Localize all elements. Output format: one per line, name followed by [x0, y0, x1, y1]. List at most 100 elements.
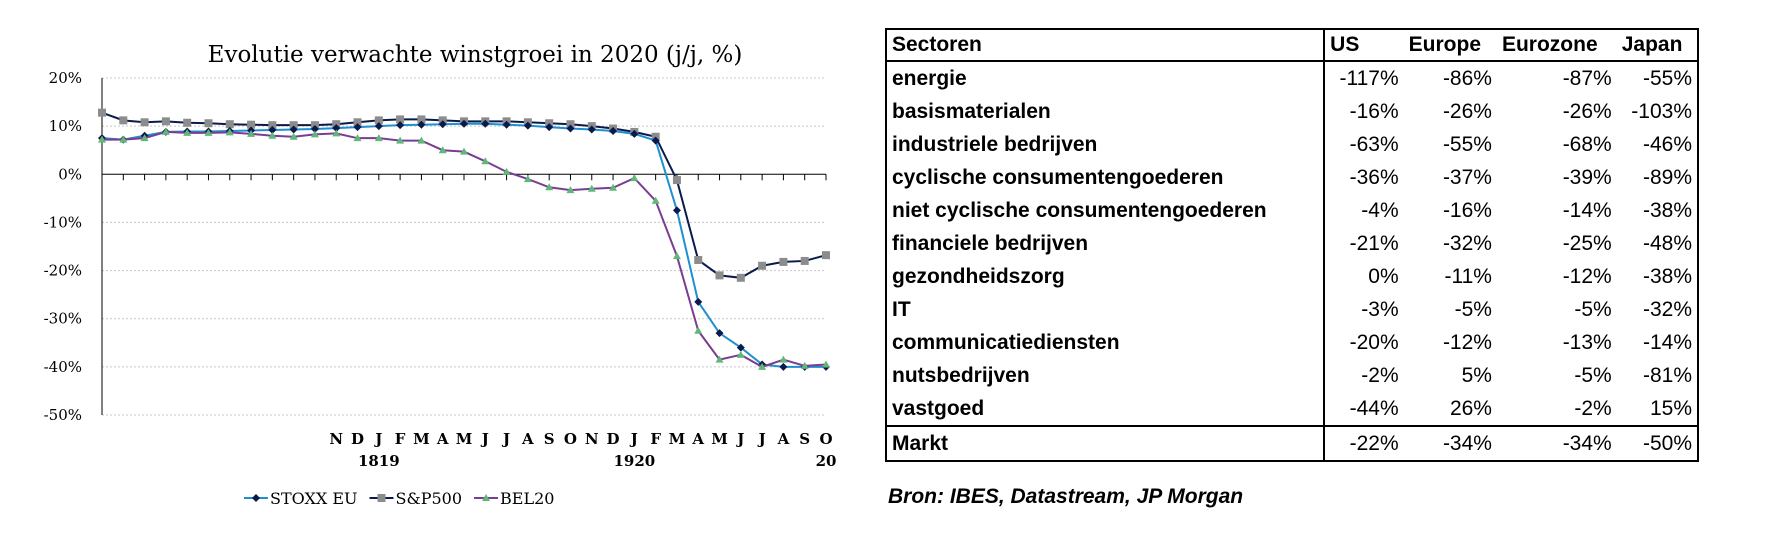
data-point — [374, 116, 383, 125]
data-point — [758, 362, 767, 370]
legend-entry: STOXX EU — [244, 489, 358, 508]
data-point — [502, 167, 511, 175]
data-point — [183, 118, 192, 127]
data-point — [822, 360, 830, 368]
value-us: -44% — [1349, 397, 1399, 420]
chart-title: Evolutie verwachte winstgroei in 2020 (j… — [208, 42, 743, 68]
data-point — [758, 261, 767, 270]
sector-name: financiele bedrijven — [886, 227, 1326, 260]
legend-marker — [377, 494, 386, 502]
value-eurozone: -25% — [1562, 232, 1612, 255]
x-month-label: M — [456, 430, 473, 448]
data-point — [140, 134, 149, 142]
value-japan: -103% — [1631, 100, 1692, 123]
value-japan: -38% — [1642, 199, 1692, 222]
legend-marker — [252, 494, 260, 502]
table-row: niet cyclische consumentengoederen -4% -16… — [886, 194, 1698, 227]
x-month-label: A — [691, 430, 704, 448]
value-japan: -38% — [1642, 265, 1692, 288]
value-us: -117% — [1339, 67, 1399, 90]
gridlines — [102, 77, 826, 416]
data-point — [502, 120, 511, 129]
data-point — [98, 108, 106, 117]
x-month-label: A — [521, 430, 534, 448]
data-point — [247, 120, 256, 129]
x-month-label: A — [436, 430, 449, 448]
x-year-label: 20 — [816, 452, 837, 470]
table-row: gezondheidszorg 0% -11% -12% -38% — [886, 260, 1698, 293]
y-tick-label: 0% — [58, 165, 82, 183]
x-month-label: O — [564, 430, 577, 448]
series-bel20 — [98, 127, 830, 370]
data-point — [161, 117, 170, 126]
value-europe: -26% — [1442, 100, 1492, 123]
data-point — [396, 121, 405, 130]
data-point — [417, 136, 426, 144]
data-point — [438, 146, 447, 154]
value-japan: -46% — [1642, 133, 1692, 156]
y-tick-label: -20% — [44, 262, 82, 280]
value-europe: -5% — [1454, 298, 1492, 321]
data-point — [715, 355, 724, 363]
value-us: -21% — [1349, 232, 1399, 255]
legend-entry: S&P500 — [369, 489, 463, 508]
x-month-label: A — [777, 430, 790, 448]
data-point — [630, 129, 639, 138]
value-japan: 15% — [1649, 397, 1692, 420]
data-point — [609, 183, 618, 191]
y-tick-label: -40% — [44, 358, 82, 376]
y-tick-label: -30% — [44, 310, 82, 328]
x-month-label: N — [585, 430, 599, 448]
value-us: -16% — [1349, 100, 1399, 123]
header-us: US — [1324, 29, 1404, 62]
series-line — [101, 111, 827, 279]
data-point — [460, 147, 468, 155]
table-total-row: Markt -22% -34% -34% -50% — [886, 425, 1698, 461]
legend: STOXX EU S&P500 BEL20 — [244, 489, 554, 508]
data-point — [545, 123, 554, 132]
x-month-label: J — [373, 430, 382, 448]
data-point — [332, 124, 341, 133]
data-point — [672, 252, 681, 260]
sector-name: energie — [886, 61, 1326, 95]
table-header-row: Sectoren US Europe Eurozone Japan — [886, 29, 1698, 62]
value-eurozone: -12% — [1562, 265, 1612, 288]
total-us: -22% — [1324, 425, 1404, 461]
data-point — [481, 157, 490, 165]
x-month-label: J — [735, 430, 744, 448]
value-europe: -55% — [1442, 133, 1492, 156]
data-point — [374, 122, 383, 131]
data-point — [332, 129, 341, 137]
data-point — [715, 271, 724, 280]
value-europe: 5% — [1461, 364, 1492, 387]
header-japan: Japan — [1616, 29, 1698, 62]
data-point — [694, 255, 703, 264]
value-eurozone: -13% — [1562, 331, 1612, 354]
sector-name: nutsbedrijven — [886, 359, 1326, 392]
legend-label: S&P500 — [396, 489, 463, 508]
value-eurozone: -26% — [1562, 100, 1612, 123]
data-point — [289, 132, 298, 140]
data-point — [417, 120, 426, 129]
data-point — [353, 123, 362, 132]
value-japan: -32% — [1642, 298, 1692, 321]
total-label: Markt — [886, 425, 1326, 461]
data-point — [204, 119, 213, 128]
sector-name: cyclische consumentengoederen — [886, 161, 1326, 194]
data-point — [651, 196, 660, 204]
data-point — [268, 121, 277, 130]
sector-name: gezondheidszorg — [886, 260, 1326, 293]
total-eurozone: -34% — [1496, 425, 1617, 461]
table-row: communicatiediensten -20% -12% -13% -14% — [886, 326, 1698, 359]
data-point — [779, 355, 788, 363]
value-eurozone: -2% — [1574, 397, 1612, 420]
value-europe: -11% — [1444, 265, 1492, 288]
x-month-label: F — [395, 430, 406, 448]
total-europe: -34% — [1403, 425, 1497, 461]
value-europe: -37% — [1442, 166, 1492, 189]
header-sector: Sectoren — [886, 29, 1326, 62]
value-europe: -12% — [1442, 331, 1492, 354]
data-point — [566, 120, 575, 129]
total-japan: -50% — [1616, 425, 1698, 461]
value-europe: -32% — [1442, 232, 1492, 255]
